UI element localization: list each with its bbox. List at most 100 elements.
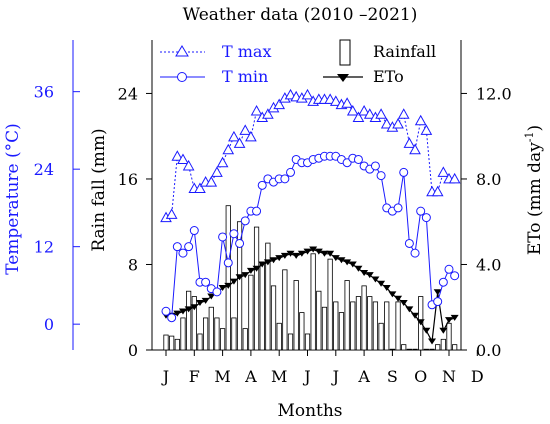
tmax-point [165, 208, 178, 219]
month-tick-label: M [271, 367, 287, 386]
legend-tmin-marker [177, 72, 187, 82]
rainfall-bar [401, 344, 407, 351]
tmax-point [211, 166, 223, 177]
tmax-point [250, 105, 263, 116]
eto-axis-label-sup: -1 [523, 131, 536, 142]
tmax-point [403, 137, 416, 148]
eto-point [371, 276, 380, 283]
eto-point [320, 250, 329, 257]
legend-eto: ETo [323, 67, 404, 86]
rainfall-bar [203, 317, 209, 351]
tmin-point [421, 213, 431, 223]
rainfall-bar [423, 348, 429, 351]
rainfall-bar [321, 306, 328, 351]
eto-series [162, 246, 459, 345]
rainfall-tick-label: 0 [128, 341, 138, 360]
rainfall-bar [429, 348, 435, 351]
tmin-point [184, 242, 194, 252]
eto-point [405, 306, 414, 313]
eto-tick-label: 12.0 [476, 84, 512, 103]
tmin-point [286, 167, 296, 177]
eto-point [229, 278, 238, 285]
rainfall-bar [395, 301, 401, 351]
legend-rainfall-swatch [339, 39, 351, 66]
tmin-point [433, 297, 443, 307]
tmin-point [240, 216, 250, 226]
month-tick-label: S [387, 367, 398, 386]
eto-point [218, 285, 227, 291]
rainfall-bar [446, 322, 452, 351]
tmax-point [431, 185, 444, 197]
month-tick-label: F [189, 367, 200, 386]
rainfall-bar [191, 296, 197, 351]
eto-point [428, 338, 437, 345]
tmin-point [189, 226, 199, 236]
temperature-tick-label: 36 [34, 83, 54, 102]
eto-point [433, 289, 442, 296]
eto-point [263, 259, 272, 266]
rainfall-bar [350, 301, 356, 351]
rainfall-bar [276, 322, 282, 351]
tmin-point [353, 154, 363, 164]
eto-point [382, 285, 391, 291]
rainfall-axis: 0 8 16 24 Rain fall (mm) [89, 40, 153, 360]
rainfall-bar [214, 317, 220, 351]
tmax-point [177, 153, 189, 164]
legend-tmin-label: T min [222, 67, 268, 86]
rainfall-bar [378, 322, 384, 351]
rainfall-bar [197, 333, 203, 351]
eto-point [360, 270, 369, 277]
eto-point [365, 272, 374, 279]
month-tick-label: J [161, 367, 169, 386]
tmin-point [444, 264, 454, 274]
rainfall-axis-label: Rain fall (mm) [89, 128, 109, 251]
eto-point [309, 246, 318, 253]
tmax-point [448, 172, 461, 184]
temperature-tick-label: 0 [44, 315, 54, 334]
rainfall-bar [208, 306, 214, 351]
rainfall-bar [355, 296, 362, 351]
rainfall-bar [265, 242, 271, 351]
eto-point [394, 295, 403, 302]
eto-ticks: 0.0 4.0 8.0 12.0 [461, 84, 512, 360]
tmax-point [205, 176, 218, 187]
month-tick-label: A [357, 367, 370, 386]
tmin-point [172, 242, 182, 252]
tmax-point [329, 95, 342, 106]
eto-point [354, 265, 363, 272]
legend-tmax-marker [175, 45, 189, 57]
rainfall-bar [186, 290, 192, 351]
tmax-point [194, 182, 206, 194]
tmax-point [437, 166, 450, 177]
rainfall-bar [333, 301, 339, 351]
eto-point [337, 257, 346, 264]
tmin-point [223, 258, 233, 268]
tmin-point [201, 277, 211, 287]
month-tick-label: O [414, 367, 427, 386]
legend-tmax: T max [160, 42, 272, 61]
eto-point [331, 255, 340, 262]
rainfall-tick-label: 24 [118, 84, 138, 103]
eto-point [297, 250, 306, 257]
rainfall-bar [372, 301, 379, 351]
rainfall-bar [287, 333, 294, 351]
legend-rainfall: Rainfall [339, 39, 436, 66]
eto-axis-label-main: ETo (mm day [525, 142, 545, 255]
tmax-line [165, 94, 455, 219]
rainfall-bar [293, 280, 299, 351]
tmax-point [245, 130, 257, 142]
rainfall-bar [236, 221, 243, 351]
tmax-point [228, 130, 240, 142]
rainfall-bar [327, 258, 333, 351]
eto-point [235, 274, 244, 281]
eto-point [416, 319, 425, 326]
eto-point [190, 304, 199, 311]
eto-point [241, 272, 250, 279]
eto-point [201, 297, 210, 304]
tmin-point [450, 271, 460, 281]
rainfall-bar [344, 280, 350, 351]
tmax-point [409, 143, 421, 155]
eto-tick-label: 0.0 [476, 341, 501, 360]
rainfall-bar [219, 328, 226, 351]
